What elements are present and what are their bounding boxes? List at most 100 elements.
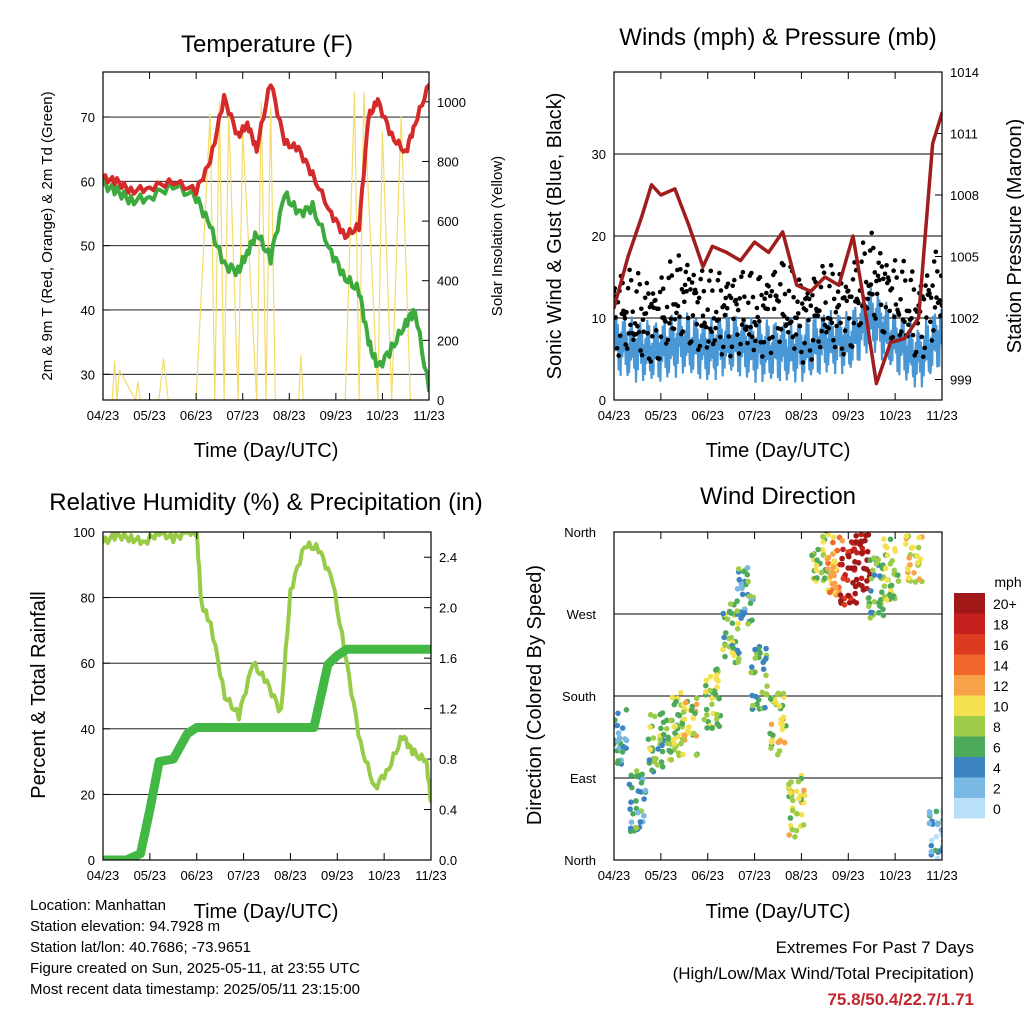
direction-point bbox=[939, 831, 942, 838]
gust-point bbox=[634, 289, 639, 294]
gust-point bbox=[648, 359, 653, 364]
gust-point bbox=[821, 270, 827, 276]
gust-point bbox=[829, 320, 835, 326]
gust-point bbox=[737, 296, 742, 301]
gust-point bbox=[650, 334, 655, 339]
direction-point bbox=[724, 616, 731, 622]
gust-point bbox=[911, 287, 917, 292]
gust-point bbox=[875, 273, 881, 279]
direction-point bbox=[628, 819, 635, 825]
colorbar-label: 18 bbox=[993, 617, 1009, 633]
gust-point bbox=[931, 259, 937, 264]
gust-point bbox=[881, 330, 887, 335]
gust-point bbox=[693, 290, 699, 296]
direction-xtick-label: 05/23 bbox=[645, 868, 678, 883]
gust-point bbox=[678, 266, 683, 272]
wind-ytick-right-label: 1011 bbox=[950, 127, 978, 142]
direction-point bbox=[709, 701, 715, 708]
gust-point bbox=[896, 312, 902, 318]
direction-point bbox=[642, 787, 649, 794]
direction-point bbox=[762, 704, 768, 711]
gust-point bbox=[781, 262, 786, 268]
extremes-box: Extremes For Past 7 Days (High/Low/Max W… bbox=[673, 935, 974, 1013]
direction-point bbox=[911, 570, 917, 576]
gust-point bbox=[718, 288, 724, 293]
gust-point bbox=[696, 347, 701, 352]
direction-point bbox=[906, 555, 912, 561]
temperature-xtick-label: 07/23 bbox=[226, 408, 259, 423]
temperature-ylabel-right: Solar Insolation (Yellow) bbox=[489, 156, 506, 316]
direction-point bbox=[633, 798, 639, 804]
gust-point bbox=[795, 299, 800, 305]
gust-point bbox=[782, 291, 788, 297]
gust-point bbox=[806, 296, 812, 302]
gust-point bbox=[714, 309, 719, 315]
gust-point bbox=[776, 299, 782, 304]
direction-point bbox=[887, 536, 894, 543]
gust-point bbox=[705, 307, 710, 313]
gust-point bbox=[746, 300, 751, 306]
temperature-ytick-right-label: 600 bbox=[437, 214, 459, 229]
direction-point bbox=[614, 708, 615, 710]
gust-point bbox=[702, 320, 707, 326]
direction-point bbox=[628, 799, 634, 805]
direction-point bbox=[633, 768, 640, 774]
direction-point bbox=[707, 687, 713, 694]
sonic-wind-line bbox=[614, 286, 942, 388]
direction-point bbox=[657, 737, 663, 743]
gust-point bbox=[676, 253, 682, 258]
gust-point bbox=[930, 283, 935, 288]
direction-point bbox=[823, 532, 829, 534]
gust-point bbox=[623, 342, 628, 347]
direction-point bbox=[793, 827, 800, 834]
gust-point bbox=[810, 293, 815, 298]
gust-point bbox=[728, 295, 734, 301]
gust-point bbox=[831, 296, 837, 302]
direction-point bbox=[608, 745, 614, 751]
gust-point bbox=[819, 328, 824, 334]
direction-point bbox=[858, 575, 865, 582]
humidity-ytick-label: 60 bbox=[81, 656, 95, 671]
direction-point bbox=[933, 808, 940, 815]
direction-xlabel: Time (Day/UTC) bbox=[706, 901, 851, 923]
gust-point bbox=[823, 300, 828, 305]
direction-point bbox=[908, 524, 914, 530]
gust-point bbox=[683, 269, 689, 275]
gust-point bbox=[899, 269, 905, 275]
direction-point bbox=[793, 788, 800, 795]
direction-point bbox=[916, 521, 922, 527]
gust-point bbox=[723, 295, 728, 301]
direction-point bbox=[852, 590, 858, 597]
gust-point bbox=[934, 295, 939, 300]
gust-point bbox=[836, 302, 842, 308]
temperature-xtick-label: 11/23 bbox=[413, 408, 445, 423]
direction-point bbox=[693, 695, 700, 701]
direction-point bbox=[703, 689, 709, 695]
direction-point bbox=[720, 646, 726, 653]
direction-point bbox=[729, 620, 736, 626]
direction-point bbox=[929, 837, 935, 844]
direction-point bbox=[709, 695, 715, 702]
direction-point bbox=[814, 520, 820, 526]
gust-point bbox=[887, 308, 892, 314]
direction-point bbox=[851, 565, 858, 571]
gust-point bbox=[733, 297, 739, 303]
direction-ylabel: Direction (Colored By Speed) bbox=[524, 565, 546, 825]
gust-point bbox=[627, 267, 632, 273]
gust-point bbox=[630, 309, 635, 315]
direction-point bbox=[895, 572, 901, 578]
gust-point bbox=[883, 305, 889, 310]
gust-point bbox=[927, 291, 932, 296]
gust-point bbox=[717, 334, 723, 340]
direction-point bbox=[641, 796, 647, 802]
humidity-ytick-right-label: 1.6 bbox=[439, 651, 457, 666]
colorbar-swatch bbox=[954, 654, 985, 675]
gust-point bbox=[667, 259, 673, 264]
wind-xtick-label: 06/23 bbox=[691, 408, 724, 423]
direction-point bbox=[926, 820, 933, 827]
gust-point bbox=[636, 330, 642, 335]
gust-point bbox=[663, 319, 668, 324]
gust-point bbox=[841, 351, 846, 357]
direction-point bbox=[866, 595, 872, 601]
